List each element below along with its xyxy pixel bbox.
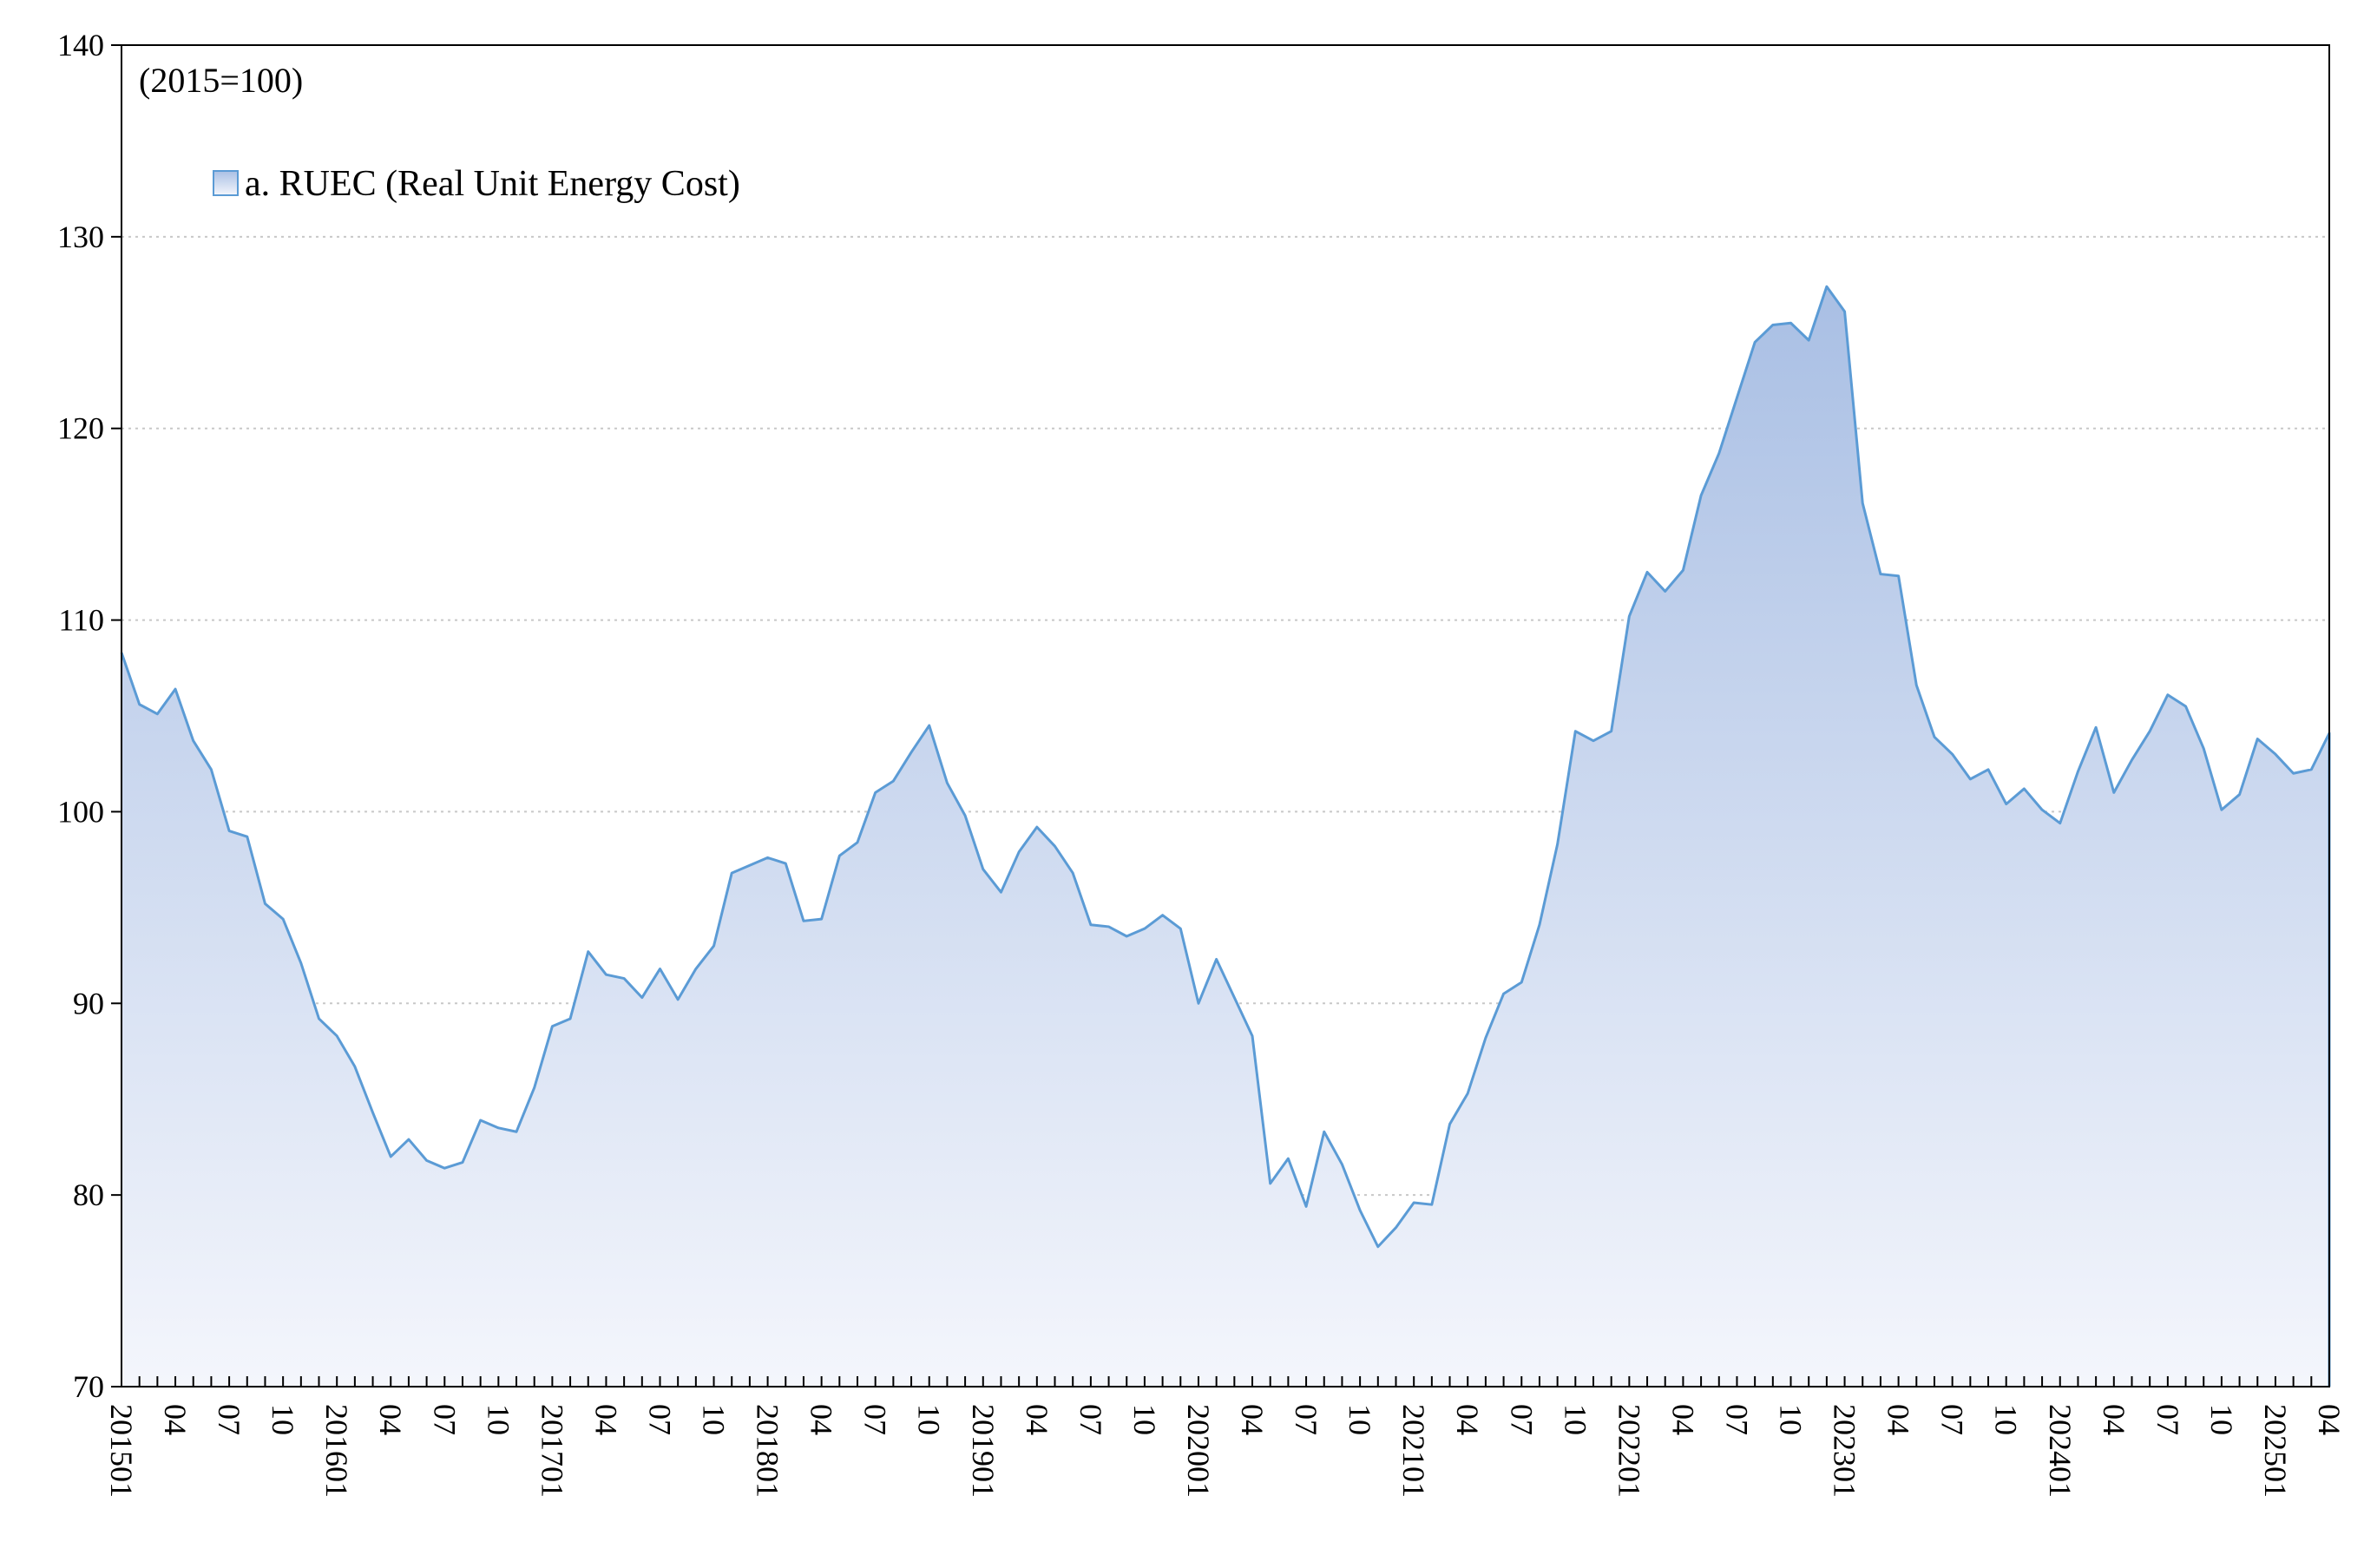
x-tick-label: 201801 [751, 1404, 785, 1498]
legend-label: a. RUEC (Real Unit Energy Cost) [245, 164, 740, 204]
x-tick-label: 10 [481, 1404, 515, 1435]
y-tick-label: 90 [73, 986, 104, 1020]
legend-swatch [213, 170, 239, 196]
legend: a. RUEC (Real Unit Energy Cost) [213, 164, 740, 204]
x-axis: 201501 04 07 10 201601 04 07 10 201701 04 07 10 2018… [104, 1376, 2347, 1498]
x-tick-label: 04 [588, 1404, 623, 1435]
x-tick-label: 04 [2097, 1404, 2131, 1435]
x-tick-label: 04 [804, 1404, 839, 1435]
y-tick-label: 130 [57, 220, 104, 254]
x-tick-label: 201701 [535, 1404, 569, 1498]
series-area [120, 285, 2331, 1387]
x-tick-label: 202201 [1612, 1404, 1646, 1498]
y-tick-label: 140 [57, 28, 104, 62]
y-tick-label: 100 [57, 794, 104, 829]
x-tick-label: 201601 [319, 1404, 354, 1498]
x-tick-label: 07 [427, 1404, 462, 1435]
x-tick-label: 04 [1235, 1404, 1270, 1435]
x-tick-label: 07 [642, 1404, 677, 1435]
y-tick-label: 120 [57, 411, 104, 446]
x-tick-label: 10 [2204, 1404, 2239, 1435]
x-tick-label: 10 [266, 1404, 300, 1435]
x-tick-label: 10 [1343, 1404, 1377, 1435]
x-tick-label: 10 [1774, 1404, 1809, 1435]
series-area-fill [121, 286, 2329, 1387]
x-tick-label: 202401 [2043, 1404, 2078, 1498]
x-tick-label: 07 [1074, 1404, 1108, 1435]
y-axis: 70 80 90 100 110 120 130 140 [57, 28, 121, 1404]
x-tick-label: 10 [1989, 1404, 2024, 1435]
x-tick-label: 07 [1289, 1404, 1323, 1435]
x-tick-label: 202101 [1396, 1404, 1431, 1498]
y-tick-label: 70 [73, 1369, 104, 1404]
x-tick-label: 201901 [966, 1404, 1001, 1498]
series-line [120, 285, 2331, 1387]
plot-border [121, 44, 2330, 1388]
x-tick-label: 04 [1020, 1404, 1054, 1435]
x-tick-label: 04 [2312, 1404, 2347, 1435]
x-tick-label: 201501 [104, 1404, 139, 1498]
y-tick-label: 110 [58, 603, 104, 638]
x-tick-label: 07 [212, 1404, 246, 1435]
x-tick-label: 07 [858, 1404, 893, 1435]
x-tick-label: 04 [373, 1404, 408, 1435]
x-tick-label: 07 [2151, 1404, 2185, 1435]
x-tick-label: 10 [912, 1404, 947, 1435]
x-tick-label: 07 [1935, 1404, 1970, 1435]
x-tick-label: 04 [1665, 1404, 1700, 1435]
x-tick-label: 202301 [1828, 1404, 1862, 1498]
x-tick-label: 202501 [2258, 1404, 2293, 1498]
x-tick-label: 07 [1504, 1404, 1539, 1435]
x-tick-label: 04 [1881, 1404, 1916, 1435]
x-tick-label: 10 [1127, 1404, 1162, 1435]
x-tick-label: 10 [697, 1404, 732, 1435]
x-tick-label: 07 [1719, 1404, 1754, 1435]
x-tick-label: 202001 [1181, 1404, 1216, 1498]
x-tick-label: 04 [1450, 1404, 1485, 1435]
y-tick-label: 80 [73, 1178, 104, 1212]
x-tick-label: 04 [158, 1404, 193, 1435]
plot-frame [121, 44, 2330, 1388]
chart-note: (2015=100) [139, 61, 303, 100]
x-tick-label: 10 [1558, 1404, 1592, 1435]
